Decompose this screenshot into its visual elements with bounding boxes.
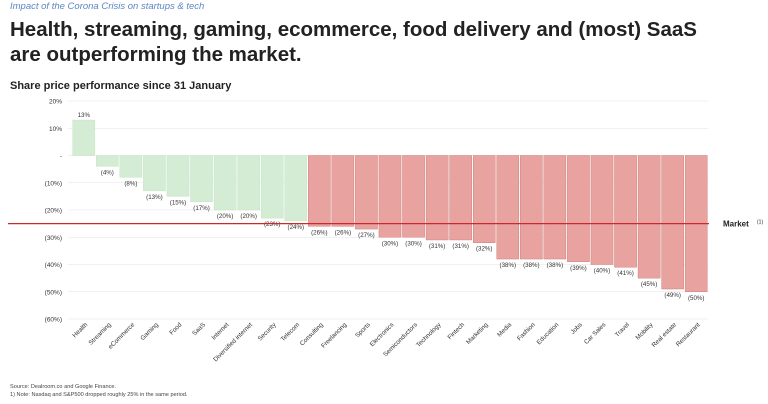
bar bbox=[237, 155, 260, 211]
bar bbox=[96, 155, 119, 167]
x-category-label: Internet bbox=[210, 321, 230, 341]
data-label: (20%) bbox=[240, 213, 257, 220]
x-category-label: Freelancing bbox=[320, 321, 349, 350]
data-label: (15%) bbox=[170, 199, 187, 206]
data-label: (27%) bbox=[358, 232, 375, 239]
bar bbox=[637, 155, 661, 279]
bar bbox=[260, 155, 284, 219]
data-label: (8%) bbox=[124, 180, 137, 187]
bar bbox=[425, 155, 449, 241]
y-tick-label: (50%) bbox=[45, 289, 62, 296]
bar bbox=[402, 155, 425, 238]
bar bbox=[166, 155, 190, 197]
x-category-label: Media bbox=[496, 321, 513, 338]
x-category-label: Fintech bbox=[447, 321, 467, 341]
x-category-label: Gaming bbox=[139, 321, 160, 342]
data-label: (13%) bbox=[146, 194, 163, 201]
x-category-label: Sports bbox=[354, 321, 372, 339]
y-tick-label: (40%) bbox=[45, 262, 62, 269]
bar bbox=[331, 155, 355, 227]
source-note: Source: Dealroom.co and Google Finance. bbox=[10, 384, 117, 390]
data-label: (45%) bbox=[641, 281, 658, 288]
bar bbox=[520, 155, 543, 260]
market-label-footnote-mark: (1) bbox=[757, 220, 763, 226]
x-category-label: SaaS bbox=[191, 321, 207, 337]
bar-chart: 20% 10% - (10%) (20%) (30%) (40%) (50%) (60%) 13… bbox=[8, 99, 763, 363]
x-category-label: Technology bbox=[415, 321, 443, 349]
data-label: (31%) bbox=[452, 243, 469, 250]
bar bbox=[308, 155, 331, 227]
bar bbox=[614, 155, 637, 268]
bar bbox=[355, 155, 378, 230]
x-category-label: Security bbox=[257, 321, 279, 343]
data-label: (23%) bbox=[264, 221, 281, 228]
x-category-label: Real estate bbox=[651, 321, 679, 349]
x-category-label: Travel bbox=[614, 321, 631, 338]
data-labels: 13% (4%) (8%) (13%) (15%) (17%) (20%) (20%) (23%… bbox=[78, 112, 705, 302]
x-category-label: Telecom bbox=[280, 321, 302, 343]
data-label: (41%) bbox=[617, 270, 634, 277]
data-label: (38%) bbox=[500, 262, 517, 269]
data-label: (38%) bbox=[523, 262, 540, 269]
bar bbox=[590, 155, 614, 265]
bars bbox=[72, 119, 708, 292]
y-tick-label: (20%) bbox=[45, 208, 62, 215]
bar bbox=[284, 155, 308, 222]
bar bbox=[567, 155, 590, 262]
chart-subtitle: Share price performance since 31 January bbox=[10, 80, 232, 92]
data-label: (24%) bbox=[288, 224, 305, 231]
y-tick-label: (10%) bbox=[45, 180, 62, 187]
data-label: (49%) bbox=[664, 292, 681, 299]
bar bbox=[143, 155, 166, 192]
y-tick-label: 20% bbox=[49, 99, 62, 106]
footnote: 1) Note: Nasdaq and S&P500 dropped rough… bbox=[10, 391, 188, 398]
data-label: (39%) bbox=[570, 265, 587, 272]
data-label: (4%) bbox=[101, 169, 114, 176]
data-label: (30%) bbox=[382, 240, 399, 247]
data-label: (20%) bbox=[217, 213, 234, 220]
y-tick-label: (60%) bbox=[45, 317, 62, 324]
bar bbox=[119, 155, 143, 178]
headline: Health, streaming, gaming, ecommerce, fo… bbox=[10, 18, 697, 66]
x-category-label: Fashion bbox=[516, 321, 537, 342]
x-category-label: Mobility bbox=[634, 321, 655, 342]
data-label: (30%) bbox=[405, 240, 422, 247]
market-label: Market bbox=[723, 220, 749, 229]
x-category-label: Food bbox=[168, 321, 183, 336]
bar bbox=[472, 155, 496, 243]
data-label: (31%) bbox=[429, 243, 446, 250]
y-tick-label: - bbox=[60, 153, 62, 160]
x-category-label: Car Sales bbox=[583, 321, 608, 346]
bar bbox=[72, 119, 96, 156]
data-label: (38%) bbox=[547, 262, 564, 269]
data-label: (50%) bbox=[688, 295, 705, 302]
data-label: (17%) bbox=[193, 205, 210, 212]
y-tick-label: (30%) bbox=[45, 235, 62, 242]
x-category-label: Jobs bbox=[569, 321, 583, 335]
bar bbox=[543, 155, 567, 260]
x-category-label: Marketing bbox=[465, 321, 490, 346]
data-label: (40%) bbox=[594, 268, 611, 275]
bar bbox=[661, 155, 684, 290]
footer: Source: Dealroom.co and Google Finance. … bbox=[10, 384, 188, 399]
bar bbox=[449, 155, 472, 241]
y-tick-label: 10% bbox=[49, 126, 62, 133]
y-axis-ticks: 20% 10% - (10%) (20%) (30%) (40%) (50%) (60%) bbox=[45, 99, 63, 324]
data-label: (26%) bbox=[311, 229, 328, 236]
bar bbox=[190, 155, 213, 203]
data-label: 13% bbox=[78, 112, 91, 119]
bar bbox=[378, 155, 402, 238]
x-category-label: Health bbox=[71, 321, 89, 339]
bar bbox=[496, 155, 520, 260]
data-label: (26%) bbox=[335, 229, 352, 236]
kicker-text: Impact of the Corona Crisis on startups … bbox=[10, 1, 205, 12]
x-category-label: Restaurant bbox=[675, 321, 702, 348]
data-label: (32%) bbox=[476, 246, 493, 253]
x-category-label: Education bbox=[536, 321, 561, 346]
market-line-group: Market (1) bbox=[8, 220, 763, 229]
bar bbox=[213, 155, 237, 211]
